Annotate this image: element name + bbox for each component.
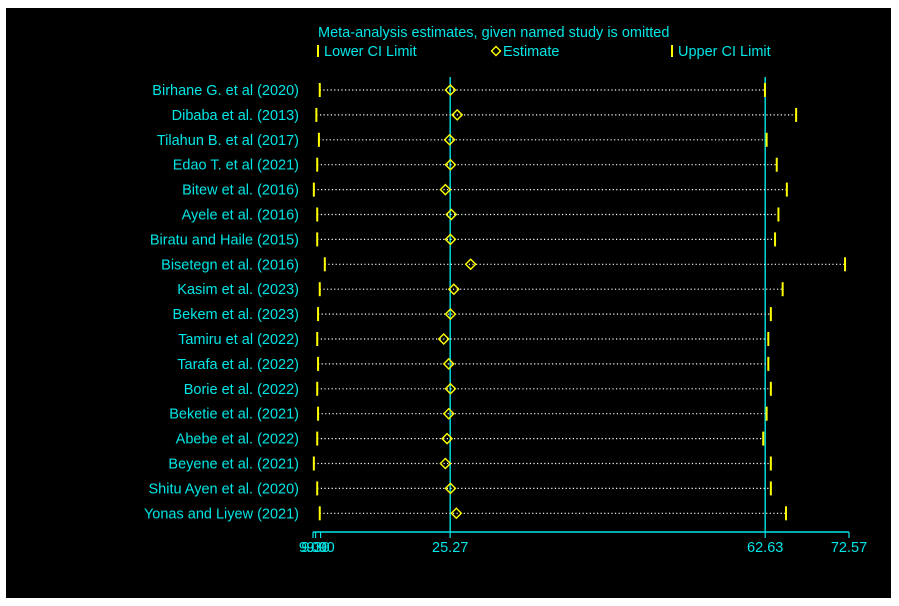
study-label: Tarafa et al. (2022) — [177, 357, 299, 373]
study-row: Bisetegn et al. (2016) — [161, 257, 847, 273]
estimate-marker — [437, 333, 450, 345]
study-rows: Birhane G. et al (2020) Dibaba et al. (20… — [144, 83, 847, 522]
x-tick-label: 9.00 — [299, 540, 327, 556]
chart-title: Meta-analysis estimates, given named stu… — [318, 25, 669, 41]
study-row: Borie et al. (2022) — [184, 381, 772, 398]
estimate-marker — [443, 133, 456, 146]
study-row: Bekem et al. (2023) — [172, 307, 772, 323]
reference-lines — [449, 77, 766, 532]
x-axis: 9.009.309.90 25.27 62.63 72.57 — [299, 531, 867, 556]
estimate-marker — [442, 357, 455, 370]
x-tick-label: 62.63 — [747, 540, 783, 556]
study-label: Shitu Ayen et al. (2020) — [149, 481, 299, 497]
study-row: Abebe et al. (2022) — [176, 431, 765, 448]
estimate-marker — [444, 84, 457, 96]
study-label: Bitew et al. (2016) — [182, 183, 299, 199]
x-tick-label: 9.90 — [306, 540, 334, 556]
chart-legend: Lower CI Limit Estimate Upper CI Limit — [317, 44, 771, 60]
study-label: Bekem et al. (2023) — [172, 307, 299, 323]
study-row: Biratu and Haile (2015) — [150, 232, 777, 248]
study-label: Yonas and Liyew (2021) — [144, 506, 299, 522]
study-row: Tilahun B. et al (2017) — [157, 132, 768, 149]
legend-label-estimate: Estimate — [503, 44, 559, 60]
estimate-marker — [444, 233, 457, 246]
study-row: Tamiru et al (2022) — [178, 332, 770, 348]
study-row: Beketie et al. (2021) — [169, 406, 768, 423]
study-row: Tarafa et al. (2022) — [177, 356, 770, 373]
x-tick-label: 72.57 — [831, 540, 867, 556]
estimate-marker — [447, 283, 460, 296]
estimate-marker — [444, 158, 457, 171]
study-row: Dibaba et al. (2013) — [172, 107, 798, 124]
chart-panel — [6, 8, 891, 598]
estimate-marker — [444, 482, 457, 495]
estimate-marker — [439, 183, 452, 196]
estimate-marker — [439, 457, 452, 470]
estimate-marker — [444, 382, 457, 395]
study-label: Borie et al. (2022) — [184, 382, 299, 398]
legend-estimate-marker — [490, 45, 502, 57]
legend-label-upper: Upper CI Limit — [678, 44, 771, 60]
study-row: Kasim et al. (2023) — [177, 282, 784, 298]
study-row: Bitew et al. (2016) — [182, 182, 788, 199]
study-label: Edao T. et al (2021) — [173, 158, 299, 174]
study-label: Biratu and Haile (2015) — [150, 232, 299, 248]
study-label: Kasim et al. (2023) — [177, 282, 299, 298]
estimate-marker — [464, 258, 477, 271]
legend-label-lower: Lower CI Limit — [324, 44, 417, 60]
estimate-marker — [444, 308, 457, 321]
x-tick-label: 9.30 — [301, 540, 329, 556]
study-row: Birhane G. et al (2020) — [152, 83, 766, 99]
study-label: Beyene et al. (2021) — [168, 457, 299, 473]
x-tick-label: 25.27 — [432, 540, 468, 556]
study-label: Dibaba et al. (2013) — [172, 108, 299, 124]
study-label: Birhane G. et al (2020) — [152, 83, 299, 99]
study-row: Edao T. et al (2021) — [173, 157, 778, 174]
study-row: Shitu Ayen et al. (2020) — [149, 481, 772, 497]
study-row: Ayele et al. (2016) — [182, 207, 780, 224]
study-label: Abebe et al. (2022) — [176, 432, 299, 448]
estimate-marker — [441, 432, 454, 445]
study-label: Tamiru et al (2022) — [178, 332, 299, 348]
estimate-marker — [442, 407, 455, 420]
study-row: Beyene et al. (2021) — [168, 456, 772, 473]
study-label: Ayele et al. (2016) — [182, 208, 299, 224]
study-row: Yonas and Liyew (2021) — [144, 506, 788, 522]
study-label: Beketie et al. (2021) — [169, 407, 299, 423]
study-label: Bisetegn et al. (2016) — [161, 257, 299, 273]
estimate-marker — [451, 108, 464, 121]
estimate-marker — [450, 507, 463, 520]
estimate-marker — [445, 208, 458, 221]
study-label: Tilahun B. et al (2017) — [157, 133, 299, 149]
